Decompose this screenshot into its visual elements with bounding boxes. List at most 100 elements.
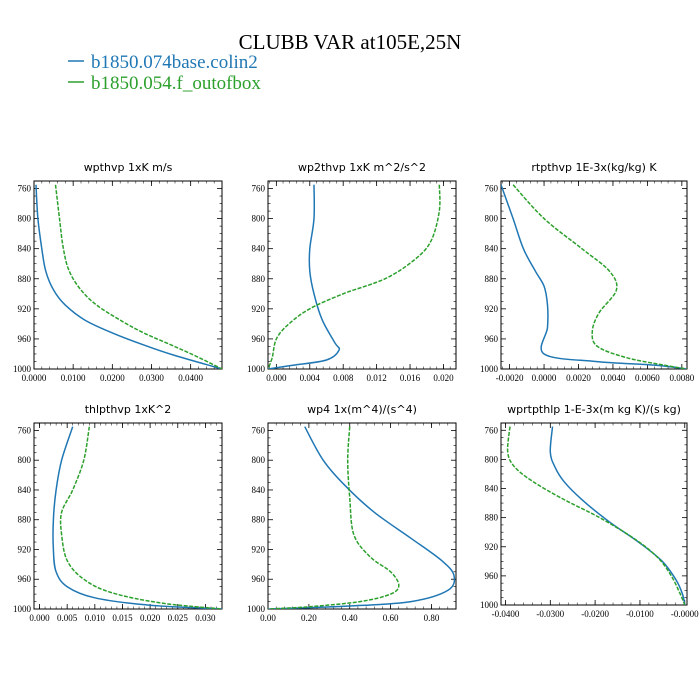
panel-1: wpthvp 1xK m/s 760 800 840 880 920 960 10000.00… xyxy=(13,161,223,383)
y-tick-label: 880 xyxy=(252,274,266,284)
x-tick-label: 0.0400 xyxy=(178,373,203,383)
panel-title: wprtpthlp 1-E-3x(m kg K)/(s kg) xyxy=(507,403,681,416)
series-line-2 xyxy=(59,426,222,609)
x-tick-label: 0.004 xyxy=(300,373,321,383)
x-tick-label: 0.015 xyxy=(112,613,133,623)
panel-title: rtpthvp 1E-3x(kg/kg) K xyxy=(531,161,657,174)
x-tick-label: 0.012 xyxy=(366,373,386,383)
x-tick-label: -0.0000 xyxy=(671,609,699,619)
legend-label-1: b1850.074base.colin2 xyxy=(91,52,258,73)
series-line-1 xyxy=(501,184,687,369)
x-tick-label: 0.40 xyxy=(342,613,358,623)
legend-entry-2: b1850.054.f_outofbox xyxy=(68,73,261,94)
panel-4: thlpthvp 1xK^2 760 800 840 880 920 960 1000 0.00… xyxy=(13,403,223,623)
series-line-2 xyxy=(512,184,687,369)
series-line-1 xyxy=(268,426,456,609)
y-tick-label: 760 xyxy=(252,425,266,435)
panel-frame xyxy=(267,180,457,370)
x-tick-label: 0.0000 xyxy=(22,373,47,383)
legend-label-2: b1850.054.f_outofbox xyxy=(91,73,261,94)
y-tick-label: 800 xyxy=(18,455,32,465)
y-tick-label: 960 xyxy=(485,334,499,344)
y-tick-label: 920 xyxy=(252,544,266,554)
y-tick-label: 1000 xyxy=(13,364,32,374)
y-tick-label: 760 xyxy=(485,184,499,194)
y-tick-label: 1000 xyxy=(247,364,266,374)
x-tick-label: 0.0060 xyxy=(635,373,660,383)
y-tick-label: 960 xyxy=(18,334,32,344)
y-tick-label: 1000 xyxy=(247,604,266,614)
panel-frame xyxy=(500,180,688,370)
figure-title: CLUBB VAR at105E,25N xyxy=(239,30,462,54)
y-tick-label: 880 xyxy=(18,274,32,284)
y-tick-label: 800 xyxy=(18,214,32,224)
series-line-1 xyxy=(52,426,222,609)
y-tick-label: 1000 xyxy=(480,364,499,374)
series-line-1 xyxy=(268,184,341,369)
panel-title: wpthvp 1xK m/s xyxy=(84,161,173,174)
x-tick-label: 0.0080 xyxy=(669,373,694,383)
x-tick-label: 0.60 xyxy=(383,613,399,623)
x-tick-label: 0.020 xyxy=(433,373,454,383)
x-tick-label: 0.020 xyxy=(140,613,161,623)
y-tick-label: 880 xyxy=(252,515,266,525)
y-tick-label: 800 xyxy=(252,455,266,465)
panels-container: wpthvp 1xK m/s76080084088092096010000.00… xyxy=(13,161,699,623)
y-tick-label: 920 xyxy=(18,544,32,554)
y-tick-label: 800 xyxy=(252,214,266,224)
x-tick-label: -0.0300 xyxy=(536,609,564,619)
y-tick-label: 880 xyxy=(18,515,32,525)
y-tick-label: 800 xyxy=(485,214,499,224)
y-tick-label: 880 xyxy=(485,513,499,523)
x-tick-label: -0.0100 xyxy=(626,609,654,619)
panel-title: thlpthvp 1xK^2 xyxy=(85,403,172,416)
y-tick-label: 960 xyxy=(18,574,32,584)
y-tick-label: 920 xyxy=(252,304,266,314)
x-tick-label: 0.0020 xyxy=(566,373,591,383)
panel-5: wp4 1x(m^4)/(s^4)76080084088092096010000… xyxy=(247,403,457,623)
y-tick-label: 920 xyxy=(485,304,499,314)
y-tick-label: 760 xyxy=(18,425,32,435)
x-tick-label: 0.0300 xyxy=(139,373,164,383)
y-tick-label: 960 xyxy=(252,334,266,344)
x-tick-label: -0.0400 xyxy=(492,609,520,619)
x-tick-label: -0.0020 xyxy=(496,373,524,383)
y-tick-label: 760 xyxy=(18,184,32,194)
x-tick-label: 0.0200 xyxy=(100,373,125,383)
panel-frame xyxy=(500,422,688,606)
y-tick-label: 840 xyxy=(18,244,32,254)
legend-entry-1: b1850.074base.colin2 xyxy=(68,52,258,73)
y-tick-label: 920 xyxy=(485,542,499,552)
series-line-1 xyxy=(35,184,222,369)
y-tick-label: 800 xyxy=(485,454,499,464)
y-tick-label: 760 xyxy=(485,425,499,435)
y-tick-label: 840 xyxy=(252,485,266,495)
x-tick-label: 0.030 xyxy=(195,613,216,623)
panel-6: wprtpthlp 1-E-3x(m kg K)/(s kg) 760 800 840… xyxy=(480,403,699,619)
x-tick-label: 0.008 xyxy=(333,373,354,383)
x-tick-label: 0.00 xyxy=(260,613,276,623)
panel-frame xyxy=(267,422,457,610)
y-tick-label: 920 xyxy=(18,304,32,314)
panel-3: rtpthvp 1E-3x(kg/kg) K 760 800 840 880 920 960… xyxy=(480,161,695,383)
x-tick-label: 0.025 xyxy=(168,613,189,623)
y-tick-label: 1000 xyxy=(13,604,32,614)
panel-title: wp2thvp 1xK m^2/s^2 xyxy=(298,161,426,174)
y-tick-label: 1000 xyxy=(480,600,499,610)
x-tick-label: 0.016 xyxy=(400,373,421,383)
y-tick-label: 840 xyxy=(485,484,499,494)
x-tick-label: 0.005 xyxy=(57,613,78,623)
series-line-2 xyxy=(268,184,441,369)
y-tick-label: 840 xyxy=(18,485,32,495)
series-line-2 xyxy=(54,184,222,369)
x-tick-label: -0.0200 xyxy=(581,609,609,619)
x-tick-label: 0.0000 xyxy=(532,373,557,383)
legend: b1850.074base.colin2 b1850.054.f_outofbo… xyxy=(68,52,261,94)
y-tick-label: 760 xyxy=(252,184,266,194)
series-line-2 xyxy=(268,426,400,609)
series-line-1 xyxy=(549,426,686,605)
y-tick-label: 840 xyxy=(485,244,499,254)
x-tick-label: 0.80 xyxy=(424,613,440,623)
